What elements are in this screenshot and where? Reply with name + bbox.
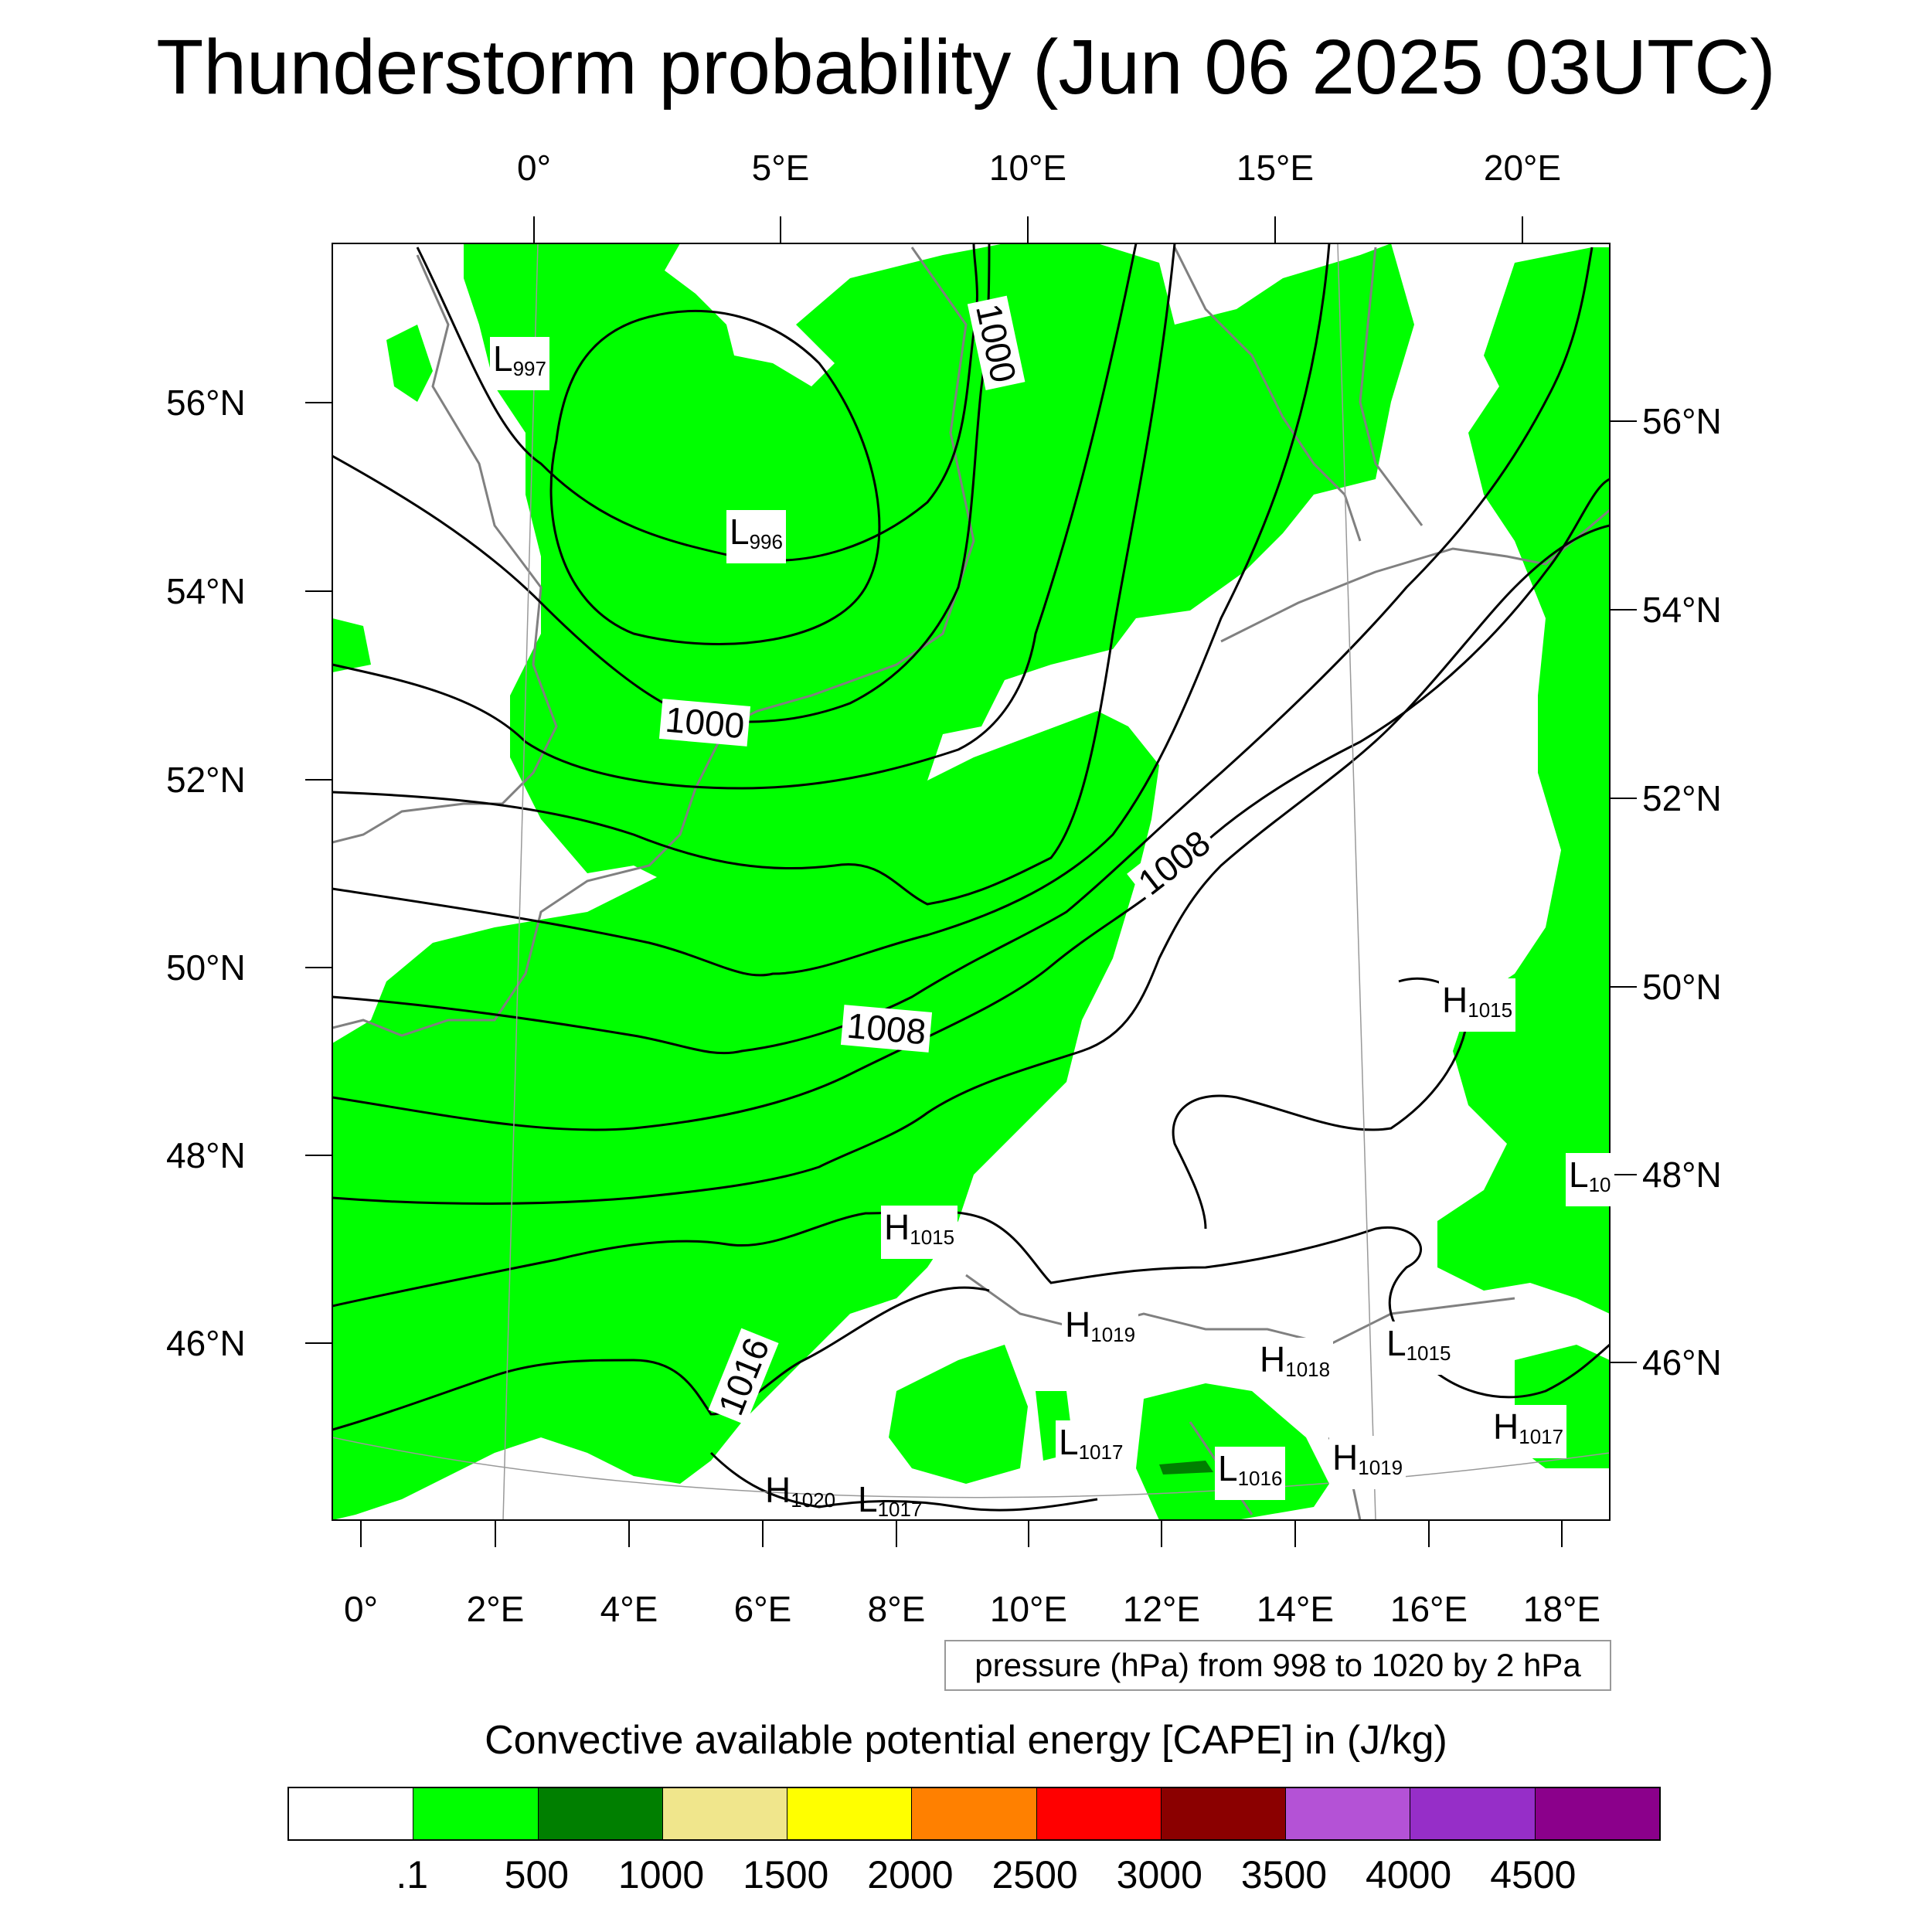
lon-label-bottom: 4°E (600, 1589, 658, 1629)
colorbar-segment (1535, 1788, 1659, 1839)
lon-label-bottom: 18°E (1522, 1589, 1601, 1629)
colorbar-segment (1286, 1788, 1411, 1839)
isobar-996 (549, 310, 881, 645)
isobar-label-1008-west: 1008 (840, 1005, 933, 1053)
lat-label-right: 46°N (1642, 1342, 1722, 1383)
cape-region-east (1437, 247, 1610, 1314)
isobar-1000 (332, 243, 991, 723)
lon-label-top: 0° (517, 148, 551, 188)
coastline-britain (332, 254, 558, 844)
lon-label-top: 20°E (1483, 148, 1562, 188)
colorbar-label: 1500 (743, 1853, 829, 1896)
pressure-center-low: L1015 (1383, 1321, 1454, 1375)
lat-label-left: 48°N (166, 1135, 246, 1175)
pressure-center-low: L996 (726, 510, 786, 563)
pressure-center-high: H1020 (765, 1470, 836, 1512)
isobar-1016b (1172, 977, 1470, 1230)
pressure-center-low: L1016 (1215, 1447, 1286, 1500)
colorbar-segment (1410, 1788, 1536, 1839)
pressure-center-low: L1017 (858, 1479, 923, 1521)
isobar-1004 (332, 243, 1176, 906)
lat-label-right: 48°N (1642, 1155, 1722, 1195)
colorbar-segment (787, 1788, 913, 1839)
lat-label-left: 52°N (166, 760, 246, 800)
lon-label-top: 5°E (751, 148, 810, 188)
lat-label-left: 54°N (166, 571, 246, 611)
pressure-center-high: H1018 (1257, 1338, 1334, 1391)
cape-region-alps-1 (889, 1345, 1028, 1484)
page-title: Thunderstorm probability (Jun 06 2025 03… (156, 24, 1776, 111)
lon-label-top: 15°E (1236, 148, 1315, 188)
lat-label-left: 56°N (166, 383, 246, 423)
lon-label-bottom: 10°E (989, 1589, 1068, 1629)
colorbar-segment (662, 1788, 788, 1839)
lon-label-bottom: 6°E (733, 1589, 792, 1629)
left-ticks (305, 402, 332, 1344)
colorbar-label: .1 (396, 1853, 429, 1896)
colorbar-label: 2000 (867, 1853, 954, 1896)
isobar-1008 (332, 247, 1594, 1055)
colorbar-title: Convective available potential energy [C… (485, 1718, 1447, 1763)
pressure-center-low: L997 (490, 337, 549, 390)
colorbar-label: 1000 (617, 1853, 705, 1896)
colorbar-label: 4000 (1366, 1853, 1452, 1896)
lon-label-top: 10°E (988, 148, 1067, 188)
pressure-center-high: H1017 (1490, 1405, 1567, 1458)
colorbar-label: 4500 (1490, 1853, 1577, 1896)
right-ticks (1610, 420, 1637, 1363)
border-alps (965, 1274, 1515, 1346)
isobar-1002 (332, 243, 1138, 790)
isobar-1006 (332, 243, 1331, 977)
colorbar-segment (413, 1788, 539, 1839)
lon-label-bottom: 2°E (466, 1589, 525, 1629)
isobar-1018 (709, 1451, 1098, 1512)
colorbar-segment (1161, 1788, 1287, 1839)
lat-label-right: 52°N (1642, 778, 1722, 818)
isobar-1016 (332, 1286, 990, 1431)
colorbar-segment (538, 1788, 663, 1839)
map-frame (332, 243, 1611, 1521)
lat-label-right: 54°N (1642, 590, 1722, 630)
coastline-continent (332, 247, 975, 1037)
colorbar-segment (1036, 1788, 1162, 1839)
top-ticks (533, 216, 1523, 243)
colorbar-label: 500 (504, 1853, 570, 1896)
lon-label-bottom: 14°E (1256, 1589, 1335, 1629)
isobars (332, 243, 1610, 1512)
colorbar-label: 3500 (1240, 1853, 1328, 1896)
lat-label-right: 56°N (1642, 401, 1722, 441)
pressure-center-low: L1017 (1056, 1420, 1127, 1474)
lat-label-left: 46°N (166, 1323, 246, 1363)
bottom-ticks (360, 1520, 1563, 1547)
lon-label-bottom: 0° (344, 1589, 378, 1629)
pressure-center-low: L10 (1566, 1153, 1614, 1206)
isobar-1012 (332, 524, 1610, 1205)
lon-label-bottom: 12°E (1122, 1589, 1201, 1629)
cape-region-northwest (386, 325, 433, 402)
pressure-center-high: H1015 (1439, 978, 1516, 1032)
pressure-info-box: pressure (hPa) from 998 to 1020 by 2 hPa (944, 1640, 1611, 1691)
colorbar (287, 1787, 1661, 1841)
colorbar-label: 3000 (1116, 1853, 1202, 1896)
cape-region-west (332, 618, 371, 672)
isobar-998 (416, 243, 978, 562)
pressure-center-high: H1019 (1062, 1303, 1139, 1356)
border-poland (1220, 509, 1610, 643)
lon-label-bottom: 16°E (1389, 1589, 1468, 1629)
lat-label-right: 50°N (1642, 967, 1722, 1007)
pressure-center-high: H1019 (1329, 1436, 1406, 1489)
pressure-center-high: H1015 (881, 1206, 958, 1259)
coastline-baltic (1359, 247, 1423, 526)
cape-region-high (1159, 1461, 1213, 1475)
colorbar-segment (289, 1788, 414, 1839)
isobar-1010 (332, 478, 1610, 1131)
lat-label-left: 50°N (166, 947, 246, 988)
colorbar-label: 2500 (992, 1853, 1078, 1896)
graticule (332, 243, 1610, 1520)
cape-region-southwest (332, 711, 1159, 1520)
isobar-label-1000-west: 1000 (658, 699, 751, 747)
lon-label-bottom: 8°E (867, 1589, 926, 1629)
colorbar-segment (912, 1788, 1037, 1839)
